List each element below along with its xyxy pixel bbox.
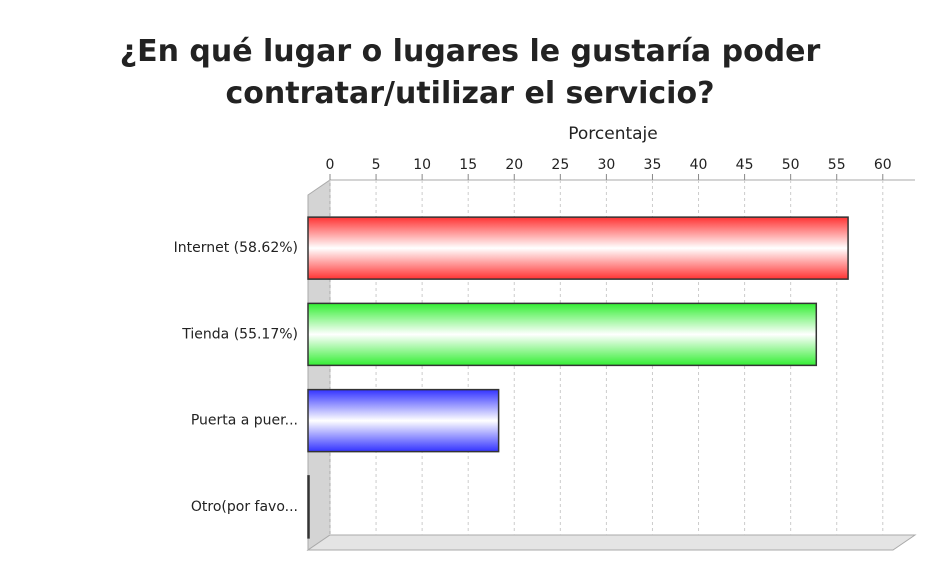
x-tick-label: 45: [736, 157, 754, 173]
x-tick-label: 55: [828, 157, 846, 173]
y-tick-label: Internet (58.62%): [174, 240, 298, 256]
x-tick-label: 20: [505, 157, 523, 173]
y-tick-label: Otro(por favo...: [191, 499, 298, 515]
x-tick-label: 10: [413, 157, 431, 173]
y-tick-label: Puerta a puer...: [191, 413, 298, 429]
bar: [307, 302, 818, 367]
x-tick-label: 30: [597, 157, 615, 173]
bar: [307, 216, 849, 280]
chart-title: ¿En qué lugar o lugares le gustaría pode…: [120, 34, 821, 111]
x-tick-label: 5: [372, 157, 381, 173]
bar: [307, 475, 310, 539]
floor: [306, 534, 917, 551]
x-tick-label: 40: [690, 157, 708, 173]
x-tick-label: 25: [551, 157, 569, 173]
x-tick-label: 50: [782, 157, 800, 173]
x-tick-label: 60: [874, 157, 892, 173]
x-tick-label: 35: [644, 157, 662, 173]
x-tick-label: 15: [459, 157, 477, 173]
y-tick-label: Tienda (55.17%): [181, 326, 298, 342]
x-axis-label: Porcentaje: [568, 124, 658, 144]
x-tick-label: 0: [326, 157, 335, 173]
bar: [307, 388, 500, 453]
